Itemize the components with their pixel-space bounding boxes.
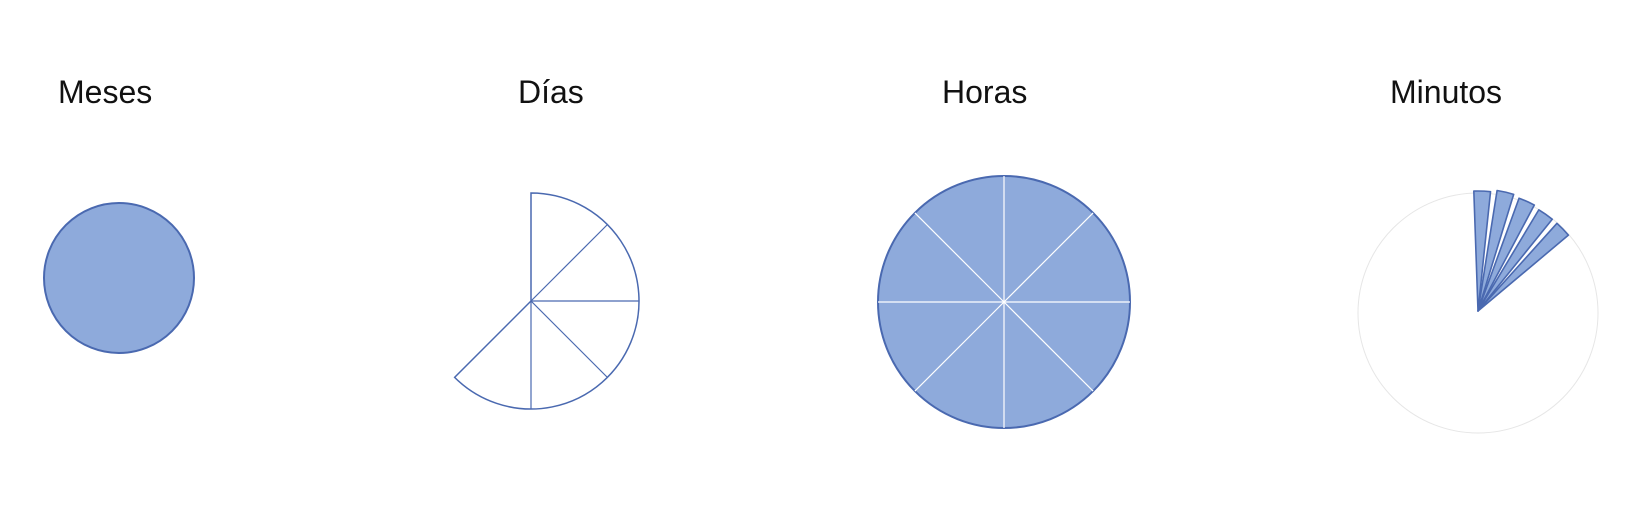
minutos-wedge [1473,190,1492,312]
horas-diagram [877,175,1131,429]
dias-sector-divider [530,224,608,302]
dias-outline [453,192,640,410]
dias-diagram [453,192,640,410]
horas-sector-divider [1003,301,1094,392]
minutos-diagram [1357,189,1599,434]
meses-label: Meses [58,74,153,110]
horas-sector-divider [1003,212,1094,303]
dias-sector-divider [530,300,608,378]
meses-diagram [43,202,195,354]
minutos-wedge [1477,189,1515,312]
minutos-wedge [1477,197,1536,312]
horas-sector-divider [914,301,1005,392]
minutos-wedge [1477,209,1554,312]
minutos-label: Minutos [1390,74,1503,110]
minutos-wedge [1477,222,1570,312]
meses-circle [43,202,195,354]
horas-sector-divider [914,212,1005,303]
horas-label: Horas [942,74,1028,110]
dias-label: Días [518,74,584,110]
